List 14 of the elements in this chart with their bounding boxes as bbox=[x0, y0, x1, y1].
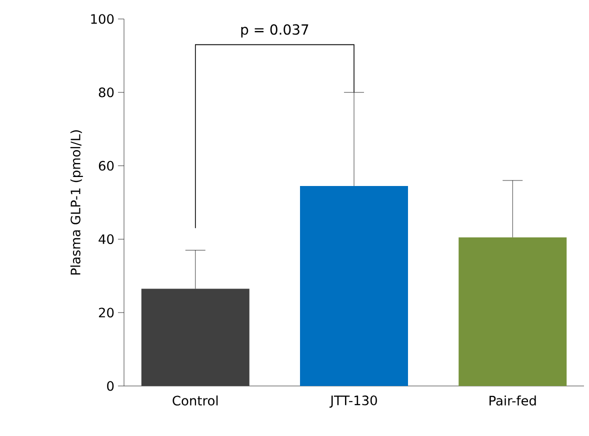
x-tick-label: JTT-130 bbox=[330, 396, 377, 408]
bar bbox=[300, 186, 408, 386]
y-tick-label: 80 bbox=[98, 87, 114, 98]
bar bbox=[141, 288, 250, 386]
annotation: p = 0.037 bbox=[241, 24, 308, 38]
x-tick-label: Pair-fed bbox=[490, 396, 536, 406]
y-axis-title: Plasma GLP-1 (pmol/L) bbox=[70, 130, 83, 275]
x-tick-label: Control bbox=[172, 396, 218, 406]
y-tick-label: 20 bbox=[98, 308, 114, 318]
bar bbox=[458, 237, 567, 386]
y-tick-label: 0 bbox=[107, 381, 114, 391]
y-tick-label: 60 bbox=[98, 160, 114, 171]
y-tick-label: 40 bbox=[98, 234, 114, 244]
y-tick-label: 100 bbox=[91, 14, 114, 24]
